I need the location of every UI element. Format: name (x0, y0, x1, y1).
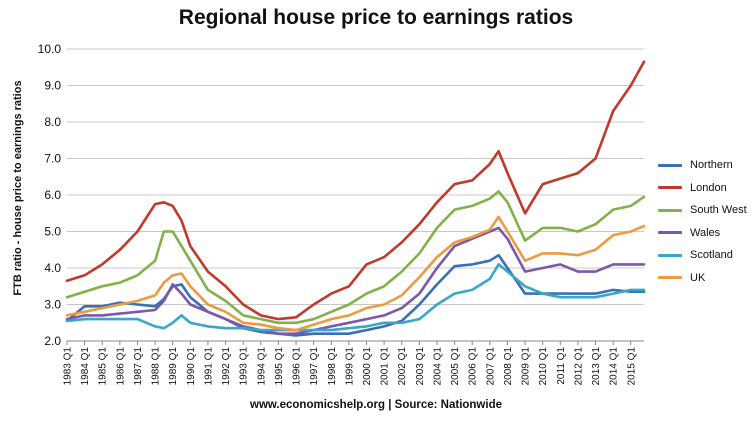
x-tick-label: 1986 Q1 (115, 347, 126, 386)
x-tick-label: 2001 Q1 (380, 347, 391, 386)
legend-label: Scotland (690, 249, 733, 262)
legend-label: Wales (690, 226, 721, 239)
legend-item: UK (658, 267, 750, 290)
y-tick-label: 2.0 (44, 334, 61, 348)
x-tick-label: 1988 Q1 (151, 347, 162, 386)
legend-item: Northern (658, 154, 750, 177)
y-tick-label: 8.0 (44, 115, 61, 129)
legend-item: London (658, 177, 750, 200)
legend-swatch (658, 231, 682, 235)
x-tick-label: 1989 Q1 (168, 347, 179, 386)
x-tick-label: 2014 Q1 (609, 347, 620, 386)
series-line-london (65, 60, 646, 321)
x-tick-label: 1990 Q1 (186, 347, 197, 386)
x-tick-label: 2015 Q1 (626, 347, 637, 386)
y-tick-label: 9.0 (44, 79, 61, 93)
x-tick-label: 1985 Q1 (98, 347, 109, 386)
x-tick-label: 1999 Q1 (344, 347, 355, 386)
x-tick-label: 1998 Q1 (327, 347, 338, 386)
x-tick-label: 2000 Q1 (362, 347, 373, 386)
legend-label: Northern (690, 159, 733, 172)
legend-swatch (658, 186, 682, 190)
y-tick-label: 4.0 (44, 261, 61, 275)
legend-label: London (690, 181, 727, 194)
x-tick-label: 2004 Q1 (432, 347, 443, 386)
x-tick-label: 1987 Q1 (133, 347, 144, 386)
legend-swatch (658, 253, 682, 257)
legend-item: Scotland (658, 244, 750, 267)
x-tick-label: 2012 Q1 (573, 347, 584, 386)
x-tick-label: 2002 Q1 (397, 347, 408, 386)
legend-label: UK (690, 271, 706, 284)
source-footer: www.economicshelp.org | Source: Nationwi… (250, 399, 502, 411)
x-tick-label: 1983 Q1 (63, 347, 74, 386)
legend-swatch (658, 208, 682, 212)
x-tick-label: 1993 Q1 (239, 347, 250, 386)
x-tick-label: 1995 Q1 (274, 347, 285, 386)
series-line-uk (65, 215, 646, 332)
y-tick-label: 7.0 (44, 152, 61, 166)
x-tick-label: 1994 Q1 (256, 347, 267, 386)
y-tick-label: 6.0 (44, 188, 61, 202)
legend-swatch (658, 163, 682, 167)
x-tick-label: 1997 Q1 (309, 347, 320, 386)
legend-label: South West (690, 204, 747, 217)
x-tick-label: 1996 Q1 (292, 347, 303, 386)
series-line-wales (65, 226, 646, 336)
x-tick-label: 2010 Q1 (538, 347, 549, 386)
x-tick-label: 1991 Q1 (203, 347, 214, 386)
series-line-scotland (65, 263, 646, 332)
x-tick-label: 2006 Q1 (468, 347, 479, 386)
x-tick-label: 2005 Q1 (450, 347, 461, 386)
x-tick-label: 1984 Q1 (80, 347, 91, 386)
legend-item: Wales (658, 222, 750, 245)
x-tick-label: 2011 Q1 (556, 347, 567, 385)
y-tick-label: 5.0 (44, 225, 61, 239)
chart-title: Regional house price to earnings ratios (178, 6, 574, 29)
y-tick-label: 10.0 (38, 42, 62, 56)
x-tick-label: 2007 Q1 (485, 347, 496, 386)
x-tick-label: 2003 Q1 (415, 347, 426, 386)
x-tick-label: 2008 Q1 (503, 347, 514, 386)
series-line-south-west (65, 190, 646, 325)
x-tick-label: 1992 Q1 (221, 347, 232, 386)
legend-swatch (658, 276, 682, 280)
y-tick-label: 3.0 (44, 298, 61, 312)
legend: Northern London South West Wales Scotland UK (658, 154, 750, 289)
x-tick-label: 2009 Q1 (521, 347, 532, 386)
legend-item: South West (658, 199, 750, 222)
x-tick-label: 2013 Q1 (591, 347, 602, 386)
